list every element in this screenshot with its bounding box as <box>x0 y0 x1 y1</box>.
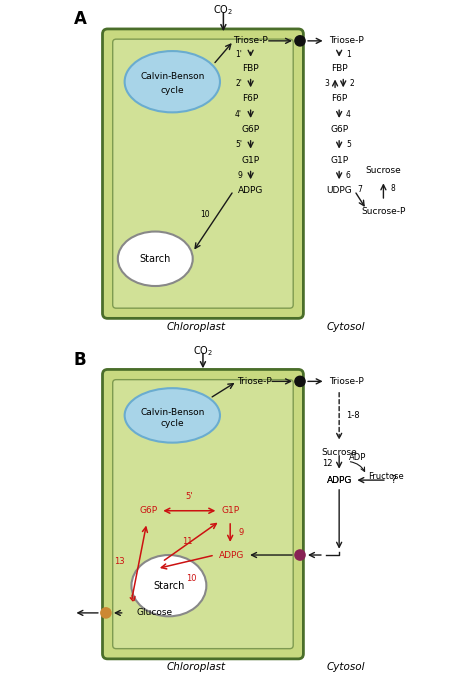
Text: Chloroplast: Chloroplast <box>166 322 226 332</box>
Ellipse shape <box>118 232 193 286</box>
Text: 1': 1' <box>235 50 242 59</box>
Text: 3: 3 <box>324 79 329 88</box>
Text: 6: 6 <box>346 171 351 180</box>
Text: Cytosol: Cytosol <box>327 322 365 332</box>
Text: 1: 1 <box>346 50 351 59</box>
Text: G6P: G6P <box>139 506 157 516</box>
Text: G6P: G6P <box>330 125 348 134</box>
Text: ADP: ADP <box>349 454 367 462</box>
Text: 10: 10 <box>186 573 196 583</box>
Text: 5: 5 <box>346 140 351 149</box>
Ellipse shape <box>131 555 206 616</box>
FancyBboxPatch shape <box>113 39 293 308</box>
Text: A: A <box>73 10 86 28</box>
Text: Starch: Starch <box>153 581 184 590</box>
FancyBboxPatch shape <box>102 29 303 319</box>
Text: Triose-P: Triose-P <box>329 377 364 386</box>
Text: G1P: G1P <box>242 155 260 165</box>
Text: Sucrose: Sucrose <box>365 165 401 175</box>
Text: 12: 12 <box>322 458 332 468</box>
Text: FBP: FBP <box>242 63 259 73</box>
Text: Sucrose: Sucrose <box>321 448 357 457</box>
Text: CO$_2$: CO$_2$ <box>213 3 234 17</box>
Text: 2': 2' <box>235 79 242 88</box>
Text: Triose-P: Triose-P <box>329 36 364 46</box>
Text: CO$_2$: CO$_2$ <box>193 344 213 358</box>
Text: cycle: cycle <box>161 419 184 428</box>
Text: ADPG: ADPG <box>238 186 264 195</box>
Text: UDPG: UDPG <box>326 186 352 195</box>
Text: Sucrose-P: Sucrose-P <box>361 206 406 216</box>
Ellipse shape <box>125 388 220 443</box>
Text: 9: 9 <box>237 171 242 180</box>
Text: ADPG: ADPG <box>328 475 353 485</box>
Text: Chloroplast: Chloroplast <box>166 663 226 672</box>
Text: 2: 2 <box>349 79 354 88</box>
Text: ADPG: ADPG <box>327 475 352 485</box>
Text: F6P: F6P <box>243 94 259 104</box>
Text: 7: 7 <box>357 185 362 194</box>
Text: G1P: G1P <box>221 506 239 516</box>
Text: Calvin-Benson: Calvin-Benson <box>140 407 204 417</box>
Text: 9: 9 <box>239 528 244 537</box>
Text: Cytosol: Cytosol <box>327 663 365 672</box>
FancyBboxPatch shape <box>102 369 303 659</box>
Text: FBP: FBP <box>331 63 347 73</box>
Text: 4': 4' <box>235 110 242 118</box>
Text: 4: 4 <box>346 110 351 118</box>
Text: 11: 11 <box>182 537 193 546</box>
Text: Calvin-Benson: Calvin-Benson <box>140 72 204 81</box>
Text: Glucose: Glucose <box>137 608 173 618</box>
FancyBboxPatch shape <box>113 380 293 648</box>
Text: Triose-P: Triose-P <box>233 36 268 46</box>
Text: cycle: cycle <box>161 86 184 95</box>
Ellipse shape <box>125 51 220 112</box>
Text: Fructose: Fructose <box>368 472 404 481</box>
Text: 1-8: 1-8 <box>346 411 360 420</box>
Text: 8: 8 <box>390 185 395 193</box>
Text: F6P: F6P <box>331 94 347 104</box>
Text: 13: 13 <box>114 557 125 567</box>
Text: 10: 10 <box>200 210 210 219</box>
Circle shape <box>295 376 305 387</box>
Text: ADPG: ADPG <box>219 550 245 560</box>
Text: 5': 5' <box>186 492 193 501</box>
Circle shape <box>101 607 111 618</box>
Text: G1P: G1P <box>330 155 348 165</box>
Text: G6P: G6P <box>242 125 260 134</box>
Text: Starch: Starch <box>139 254 171 264</box>
Text: 5': 5' <box>235 140 242 149</box>
Text: B: B <box>73 351 86 368</box>
Circle shape <box>295 550 305 560</box>
Circle shape <box>295 35 305 46</box>
Text: Triose-P: Triose-P <box>237 377 272 386</box>
Text: ?: ? <box>391 475 397 485</box>
